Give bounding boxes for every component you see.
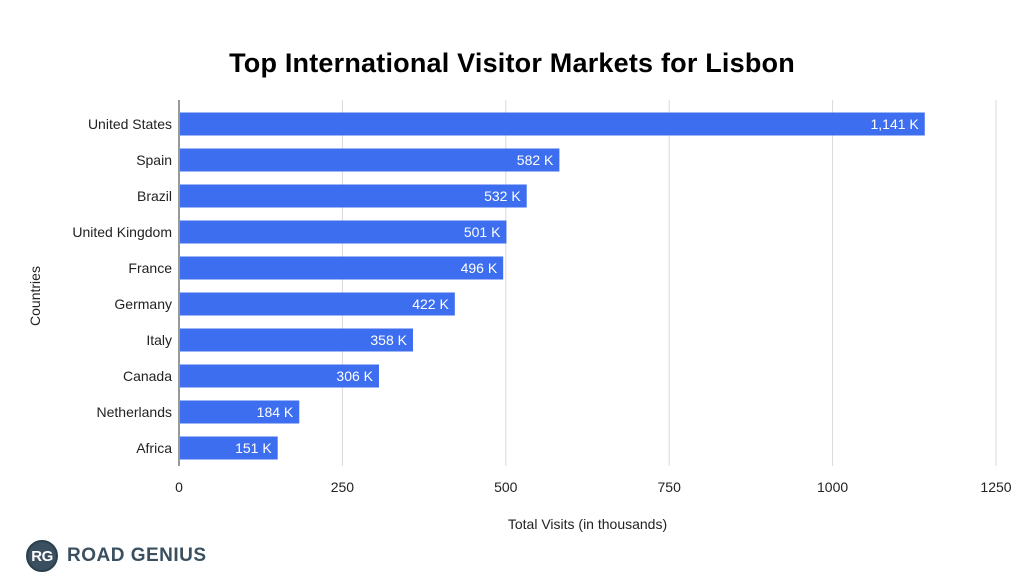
bar [180,292,455,316]
road-genius-logo: RG ROAD GENIUS [26,539,207,573]
x-tick-labels: 0 250 500 750 1000 1250 [175,479,1012,495]
logo-wordmark: ROAD GENIUS [67,545,207,566]
x-tick-label: 1000 [817,479,848,495]
bar [180,400,300,424]
category-label: Brazil [137,188,172,204]
bar [180,256,504,280]
bar-data-label: 306 K [336,368,373,384]
category-label: Netherlands [97,404,173,420]
y-axis-title: Countries [27,266,43,326]
x-axis-title: Total Visits (in thousands) [507,516,668,532]
bar [180,328,413,352]
x-tick-label: 0 [175,479,183,495]
bar-data-label: 501 K [464,224,501,240]
x-tick-label: 250 [331,479,355,495]
bar-data-label: 1,141 K [870,116,919,132]
bar-data-label: 582 K [517,152,554,168]
category-label: Germany [114,296,172,312]
bars: 1,141 K 582 K 532 K 501 K 496 K 422 K 358 K 306… [180,112,925,460]
bar-data-label: 184 K [257,404,294,420]
category-label: United States [88,116,172,132]
bar [180,364,380,388]
x-tick-label: 500 [494,479,518,495]
x-tick-label: 1250 [980,479,1011,495]
bar [180,112,925,136]
bar-data-label: 358 K [370,332,407,348]
chart-title: Top International Visitor Markets for Li… [229,48,795,78]
bar [180,436,278,460]
bar-data-label: 496 K [461,260,498,276]
logo-badge-icon: RG [26,540,58,572]
bar [180,148,560,172]
category-label: Canada [123,368,172,384]
bar-data-label: 532 K [484,188,521,204]
category-label: France [128,260,172,276]
category-label: Spain [136,152,172,168]
bar-data-label: 422 K [412,296,449,312]
category-label: Italy [146,332,172,348]
category-label: Africa [136,440,172,456]
category-label: United Kingdom [72,224,172,240]
x-tick-label: 750 [658,479,682,495]
bar [180,184,527,208]
bar-data-label: 151 K [235,440,272,456]
bar [180,220,507,244]
category-labels: United States Spain Brazil United Kingdom Fr… [72,116,172,456]
